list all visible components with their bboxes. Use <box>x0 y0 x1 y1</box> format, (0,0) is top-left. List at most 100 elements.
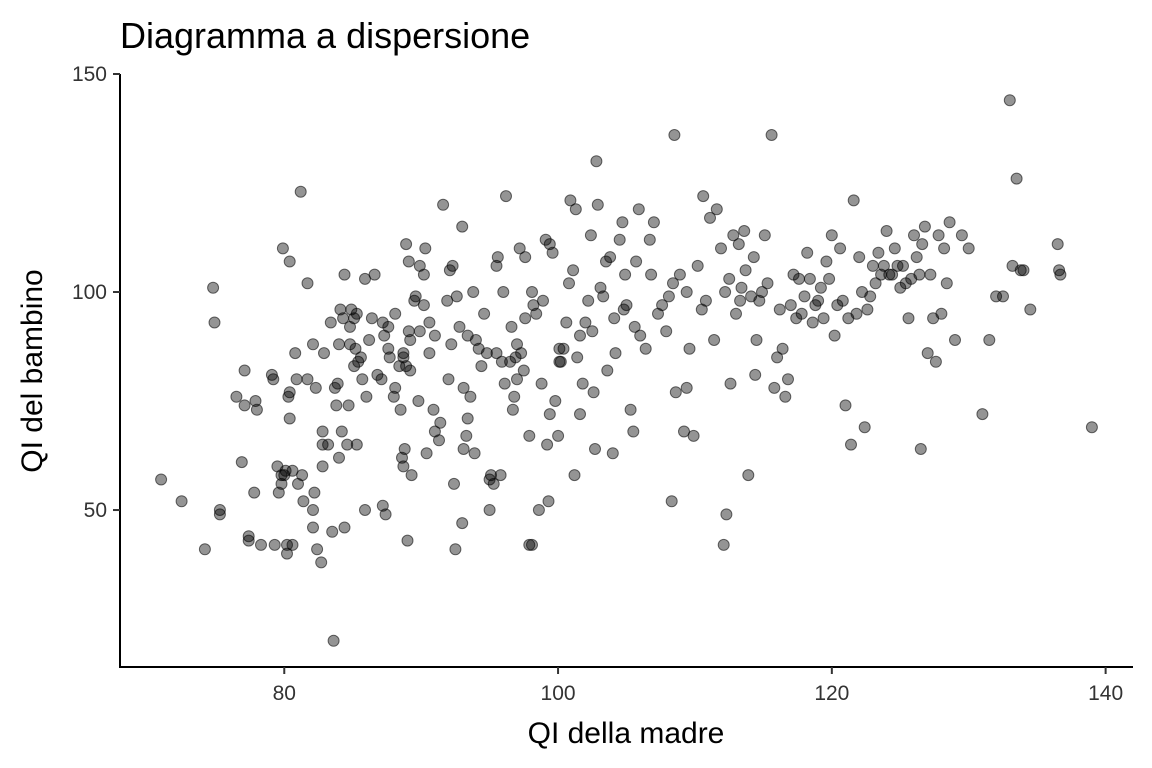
data-point <box>382 320 395 333</box>
data-point <box>1054 268 1067 281</box>
data-point <box>307 521 319 534</box>
data-point <box>955 229 968 242</box>
data-point <box>590 155 603 168</box>
data-point <box>877 259 890 272</box>
data-point <box>1053 264 1066 277</box>
data-point <box>446 259 459 272</box>
data-point <box>456 517 469 530</box>
chart-title: Diagramma a dispersione <box>120 15 530 56</box>
data-point <box>281 547 293 560</box>
data-point <box>795 307 808 320</box>
data-point <box>394 403 407 416</box>
data-point <box>924 268 937 281</box>
data-point <box>739 264 752 277</box>
data-point <box>765 129 778 141</box>
data-point <box>297 495 310 508</box>
data-point <box>511 373 523 386</box>
data-point <box>397 460 410 473</box>
data-point <box>724 377 737 390</box>
data-point <box>338 521 351 534</box>
data-point <box>389 307 402 320</box>
data-point <box>976 408 989 421</box>
data-point <box>478 307 491 320</box>
data-point <box>836 294 849 307</box>
data-point <box>776 342 789 355</box>
data-point <box>747 251 760 264</box>
data-point <box>423 316 436 329</box>
data-point <box>1024 303 1037 316</box>
data-point <box>230 390 243 403</box>
data-point <box>382 342 395 355</box>
data-point <box>541 438 554 451</box>
x-axis-title: QI della madre <box>528 717 725 750</box>
data-point <box>858 421 871 434</box>
data-point <box>342 399 355 412</box>
data-point <box>324 316 337 329</box>
data-point <box>457 443 470 455</box>
x-tick-label: 80 <box>273 682 296 705</box>
data-point <box>554 355 567 368</box>
data-point <box>397 347 410 360</box>
data-point <box>207 281 220 294</box>
data-point <box>383 351 396 364</box>
data-point <box>442 373 455 386</box>
data-point <box>530 307 543 320</box>
data-point <box>620 299 633 312</box>
data-point <box>847 194 860 207</box>
data-point <box>872 246 885 259</box>
data-point <box>779 390 792 403</box>
data-point <box>869 277 882 290</box>
data-point <box>720 508 733 521</box>
data-point <box>413 325 426 338</box>
data-point <box>1014 264 1027 277</box>
data-point <box>290 373 303 386</box>
data-point <box>213 504 226 516</box>
data-point <box>419 242 432 255</box>
data-point <box>491 251 504 264</box>
data-point <box>929 355 942 368</box>
data-point <box>668 129 681 141</box>
data-point <box>639 342 652 355</box>
data-point <box>363 334 376 346</box>
data-point <box>801 246 814 259</box>
data-point <box>719 286 732 298</box>
data-point <box>586 325 599 338</box>
data-point <box>498 377 511 390</box>
data-point <box>485 469 497 482</box>
data-point <box>758 229 771 242</box>
data-point <box>601 364 614 377</box>
data-point <box>208 316 221 329</box>
y-tick-label: 150 <box>72 63 107 86</box>
data-point <box>735 281 748 294</box>
data-point <box>727 229 740 242</box>
data-point <box>283 386 296 399</box>
data-point <box>307 338 319 351</box>
data-point <box>175 495 188 508</box>
data-point <box>708 334 721 346</box>
data-point <box>315 556 328 569</box>
data-point <box>914 443 927 455</box>
data-point <box>526 538 538 551</box>
data-points <box>155 94 1098 647</box>
data-point <box>1085 421 1098 434</box>
data-point <box>750 334 763 346</box>
data-point <box>494 469 507 482</box>
data-point <box>628 320 641 333</box>
data-point <box>483 473 496 486</box>
data-point <box>632 203 645 216</box>
data-point <box>574 408 586 421</box>
data-point <box>574 329 586 342</box>
data-point <box>768 381 781 394</box>
data-point <box>356 373 369 386</box>
data-point <box>311 543 324 556</box>
data-point <box>427 403 440 416</box>
data-point <box>680 381 693 394</box>
data-point <box>587 386 600 399</box>
data-point <box>782 373 794 386</box>
data-point <box>645 268 658 281</box>
data-point <box>549 395 562 407</box>
data-point <box>552 429 565 442</box>
data-point <box>828 329 841 342</box>
data-point <box>880 225 893 237</box>
data-point <box>398 443 411 455</box>
